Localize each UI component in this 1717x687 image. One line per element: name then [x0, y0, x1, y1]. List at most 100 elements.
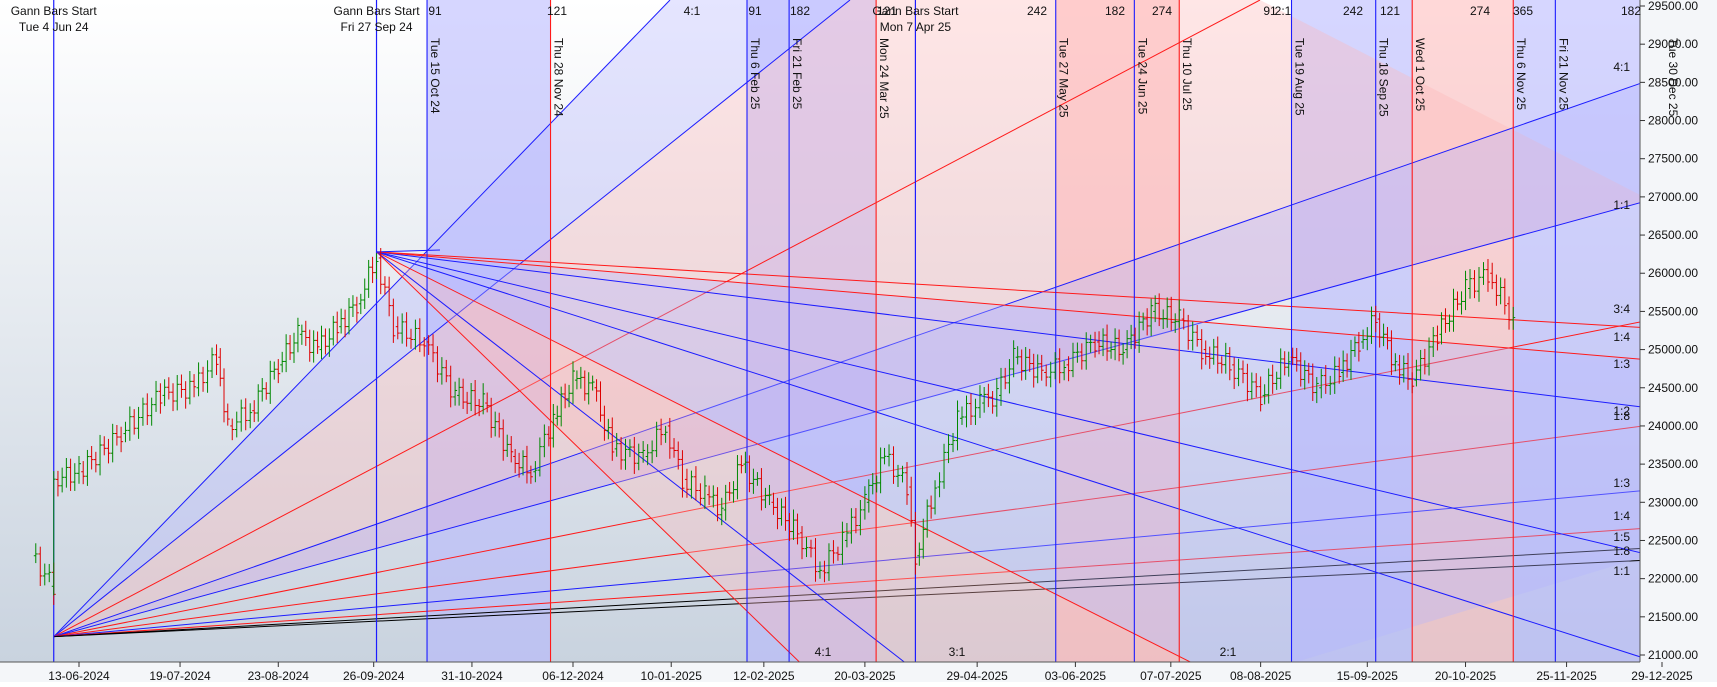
x-tick-label: 03-06-2025 [1045, 669, 1107, 682]
cycle-date-label: Thu 10 Jul 25 [1180, 38, 1194, 111]
x-tick-label: 15-09-2025 [1337, 669, 1399, 682]
fan-ratio-label: 1:4 [1613, 509, 1630, 523]
fan-ratio-label: 1:8 [1613, 409, 1630, 423]
fan-ratio-label: 3:4 [1613, 302, 1630, 316]
cycle-zone [1375, 0, 1413, 662]
cycle-date-label: Tue 27 May 25 [1057, 38, 1071, 118]
y-tick-label: 27000.00 [1648, 190, 1698, 204]
fan-line [376, 251, 801, 662]
top-count-label: 2:1 [1275, 4, 1292, 18]
top-count-label: 274 [1152, 4, 1172, 18]
fan-line [53, 0, 851, 638]
x-tick-label: 08-08-2025 [1230, 669, 1292, 682]
x-tick-label: 20-03-2025 [834, 669, 896, 682]
cycle-date-label: Thu 28 Nov 24 [552, 38, 566, 117]
fan-ratio-label: 1:1 [1613, 564, 1630, 578]
top-count-label: 91 [748, 4, 762, 18]
x-tick-label: 13-06-2024 [48, 669, 110, 682]
cycle-date-label: Tue 30 Dec 25 [1666, 38, 1680, 117]
fan-line [53, 528, 1640, 638]
y-tick-label: 24000.00 [1648, 419, 1698, 433]
top-count-label: 4:1 [684, 4, 701, 18]
fan-line [376, 251, 1640, 328]
y-tick-label: 28500.00 [1648, 75, 1698, 89]
fan-line [53, 202, 1640, 638]
x-tick-label: 25-11-2025 [1536, 669, 1597, 682]
cycle-zone [747, 0, 877, 662]
bottom-ratio-label: 3:1 [949, 645, 966, 659]
top-count-label: 121 [547, 4, 567, 18]
fan-line [53, 490, 1640, 638]
y-tick-label: 22500.00 [1648, 533, 1698, 547]
x-tick-label: 29-04-2025 [946, 669, 1008, 682]
cycle-date-label: Tue 24 Jun 25 [1135, 38, 1149, 115]
top-count-label: 242 [1027, 4, 1047, 18]
bottom-ratio-label: 4:1 [815, 645, 832, 659]
cycle-date-label: Tue 19 Aug 25 [1293, 38, 1307, 116]
y-tick-label: 21500.00 [1648, 610, 1698, 624]
fan-line [53, 321, 1640, 638]
cycle-date-label: Wed 1 Oct 25 [1413, 38, 1427, 111]
cycle-date-label: Fri 21 Nov 25 [1556, 38, 1570, 110]
gann-start-label: Gann Bars Start [11, 4, 98, 18]
fan-ratio-label: 4:1 [1613, 60, 1630, 74]
fan-ratio-label: 1:5 [1613, 530, 1630, 544]
fan-ratio-label: 1:8 [1613, 544, 1630, 558]
top-count-label: 91 [1263, 4, 1277, 18]
x-tick-label: 23-08-2024 [248, 669, 310, 682]
fan-zone [376, 251, 1640, 662]
cycle-date-label: Tue 15 Oct 24 [428, 38, 442, 114]
fan-line [376, 251, 1640, 408]
x-tick-label: 19-07-2024 [149, 669, 211, 682]
cycle-date-label: Thu 6 Nov 25 [1514, 38, 1528, 110]
top-count-label: 121 [1380, 4, 1400, 18]
top-count-label: 182 [1621, 4, 1641, 18]
top-count-label: 274 [1470, 4, 1490, 18]
top-count-label: 242 [1343, 4, 1363, 18]
gann-start-date: Tue 4 Jun 24 [19, 20, 89, 34]
x-tick-label: 29-12-2025 [1631, 669, 1693, 682]
gann-start-date: Fri 27 Sep 24 [340, 20, 412, 34]
fan-line [376, 249, 441, 253]
y-tick-label: 29000.00 [1648, 37, 1698, 51]
bottom-ratio-label: 2:1 [1220, 645, 1237, 659]
fan-line [53, 0, 671, 638]
fan-line [376, 251, 1640, 658]
fan-ratio-label: 1:4 [1613, 330, 1630, 344]
y-tick-label: 24500.00 [1648, 381, 1698, 395]
plot-area [33, 0, 1640, 662]
x-tick-label: 10-01-2025 [641, 669, 703, 682]
top-count-label: 182 [790, 4, 810, 18]
cycle-zone [1412, 0, 1514, 662]
y-tick-label: 25000.00 [1648, 343, 1698, 357]
gann-start-label: Gann Bars Start [872, 4, 959, 18]
x-tick-label: 07-07-2025 [1140, 669, 1202, 682]
cycle-date-label: Mon 24 Mar 25 [877, 38, 891, 119]
fan-ratio-label: 1:2 [1613, 404, 1630, 418]
x-tick-label: 06-12-2024 [542, 669, 604, 682]
cycle-zone [1055, 0, 1180, 662]
cycle-date-label: Thu 6 Feb 25 [748, 38, 762, 110]
top-count-label: 182 [1105, 4, 1125, 18]
fan-line [376, 251, 906, 662]
cycle-date-label: Fri 21 Feb 25 [790, 38, 804, 110]
x-tick-label: 20-10-2025 [1435, 669, 1497, 682]
x-tick-label: 26-09-2024 [343, 669, 405, 682]
top-count-label: 91 [428, 4, 442, 18]
fan-line [53, 82, 1640, 638]
x-tick-label: 12-02-2025 [733, 669, 795, 682]
fan-ratio-label: 1:1 [1613, 198, 1630, 212]
y-tick-label: 25500.00 [1648, 304, 1698, 318]
y-tick-label: 23500.00 [1648, 457, 1698, 471]
y-tick-label: 26500.00 [1648, 228, 1698, 242]
fan-ratio-label: 1:3 [1613, 476, 1630, 490]
fan-line [53, 548, 1640, 638]
y-tick-label: 21000.00 [1648, 648, 1698, 662]
y-tick-label: 29500.00 [1648, 0, 1698, 13]
y-tick-label: 22000.00 [1648, 572, 1698, 586]
x-tick-label: 31-10-2024 [441, 669, 503, 682]
gann-start-label: Gann Bars Start [333, 4, 420, 18]
fan-line [376, 251, 1640, 554]
